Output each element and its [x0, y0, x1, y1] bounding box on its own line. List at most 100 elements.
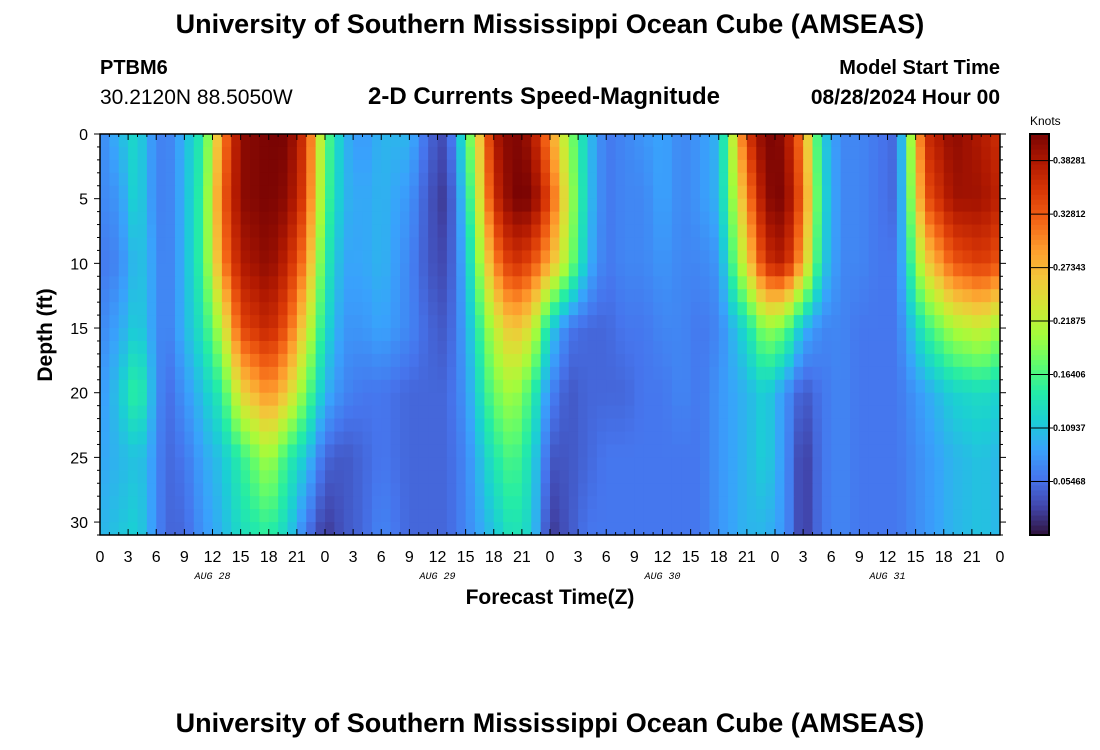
heatmap-cell [334, 418, 345, 433]
heatmap-cell [456, 431, 467, 446]
heatmap-cell [775, 185, 785, 200]
heatmap-cell [784, 379, 795, 394]
heatmap-cell [568, 315, 579, 329]
heatmap-cell [962, 431, 973, 446]
heatmap-cell [559, 146, 570, 161]
heatmap-cell [850, 276, 860, 290]
heatmap-cell [850, 289, 860, 303]
heatmap-cell [709, 405, 720, 420]
heatmap-cell [737, 289, 748, 303]
heatmap-cell [596, 172, 607, 187]
colorbar-swatch [1030, 204, 1049, 210]
heatmap-cell [625, 522, 635, 535]
heatmap-cell [146, 366, 157, 381]
heatmap-cell [278, 211, 289, 226]
heatmap-cell [325, 146, 335, 161]
heatmap-cell [334, 509, 345, 523]
heatmap-cell [221, 198, 232, 213]
heatmap-cell [934, 392, 945, 407]
heatmap-cell [850, 418, 860, 433]
heatmap-cell [784, 483, 795, 497]
heatmap-cell [409, 185, 420, 200]
heatmap-cell [915, 353, 926, 368]
chart-title: 2-D Currents Speed-Magnitude [368, 83, 721, 110]
heatmap-cell [934, 340, 945, 355]
heatmap-cell [737, 276, 748, 290]
heatmap-cell [315, 198, 326, 213]
heatmap-cell [775, 159, 785, 174]
heatmap-cell [128, 198, 139, 213]
heatmap-cell [437, 418, 448, 433]
heatmap-cell [662, 276, 673, 290]
heatmap-cell [493, 237, 504, 252]
heatmap-cell [296, 185, 307, 200]
heatmap-cell [821, 237, 832, 252]
heatmap-cell [184, 289, 195, 303]
heatmap-cell [390, 276, 401, 290]
heatmap-cell [203, 263, 214, 277]
heatmap-cell [418, 470, 429, 484]
heatmap-cell [325, 328, 335, 342]
heatmap-cell [737, 185, 748, 200]
heatmap-cell [287, 289, 298, 303]
heatmap-cell [728, 444, 739, 458]
heatmap-cell [868, 483, 879, 497]
heatmap-cell [193, 159, 204, 174]
heatmap-cell [953, 211, 964, 226]
heatmap-cell [531, 483, 542, 497]
heatmap-cell [334, 444, 345, 458]
colorbar-swatch [1030, 234, 1049, 240]
colorbar-swatch [1030, 434, 1049, 441]
heatmap-cell [896, 353, 907, 368]
heatmap-cell [587, 315, 598, 329]
heatmap-cell [990, 276, 1000, 290]
heatmap-cell [109, 392, 120, 407]
heatmap-cell [578, 237, 589, 252]
heatmap-cell [109, 405, 120, 420]
heatmap-cell [428, 379, 439, 394]
heatmap-cell [784, 276, 795, 290]
heatmap-cell [390, 457, 401, 471]
heatmap-cell [625, 198, 635, 213]
heatmap-cell [821, 328, 832, 342]
heatmap-cell [456, 483, 467, 497]
heatmap-cell [859, 470, 870, 484]
heatmap-cell [906, 366, 917, 381]
heatmap-cell [568, 366, 579, 381]
heatmap-cell [456, 134, 467, 148]
heatmap-cell [587, 405, 598, 420]
heatmap-cell [878, 134, 889, 148]
heatmap-cell [709, 366, 720, 381]
heatmap-cell [381, 522, 392, 535]
heatmap-cell [259, 509, 270, 523]
heatmap-cell [437, 379, 448, 394]
colorbar-swatch [1030, 479, 1049, 486]
heatmap-cell [156, 444, 167, 458]
heatmap-cell [793, 198, 804, 213]
heatmap-cell [765, 263, 776, 277]
heatmap-cell [362, 392, 373, 407]
heatmap-cell [653, 224, 664, 239]
heatmap-cell [521, 198, 532, 213]
heatmap-cell [325, 392, 335, 407]
heatmap-cell [540, 250, 551, 264]
heatmap-cell [990, 159, 1000, 174]
heatmap-cell [146, 509, 157, 523]
heatmap-cell [934, 211, 945, 226]
heatmap-cell [831, 211, 842, 226]
heatmap-cell [128, 276, 139, 290]
heatmap-cell [662, 224, 673, 239]
heatmap-cell [109, 444, 120, 458]
heatmap-cell [175, 315, 185, 329]
heatmap-cell [353, 315, 364, 329]
heatmap-cell [306, 159, 317, 174]
colorbar-swatch [1030, 529, 1049, 536]
heatmap-cell [362, 237, 373, 252]
heatmap-cell [615, 496, 626, 510]
heatmap-cell [718, 366, 729, 381]
heatmap-cell [306, 496, 317, 510]
heatmap-cell [428, 250, 439, 264]
heatmap-cell [756, 198, 767, 213]
heatmap-cell [634, 302, 645, 316]
heatmap-cell [362, 340, 373, 355]
